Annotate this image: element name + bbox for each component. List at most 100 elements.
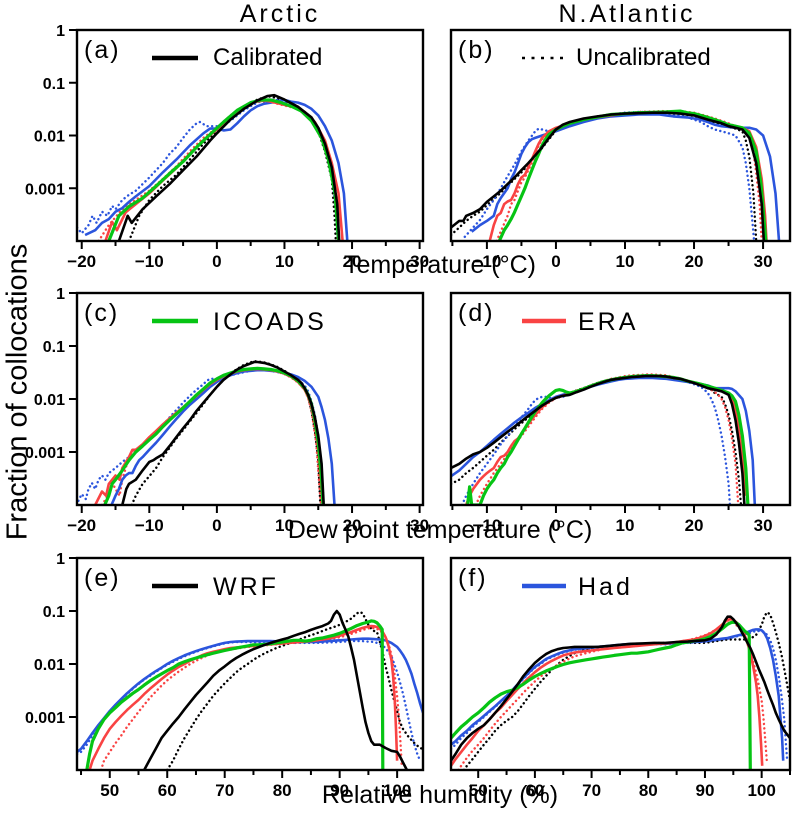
panel-letter-f: (f) [458, 564, 488, 592]
series-had-calibrated [470, 113, 781, 241]
panel-c-x-ticks [80, 505, 421, 513]
x-tick-label: 90 [330, 781, 349, 800]
panel-b-x-ticks [451, 241, 765, 249]
series-had-calibrated [110, 368, 336, 505]
x-tick-label: 100 [383, 781, 411, 800]
x-tick-label: 30 [754, 516, 773, 535]
series-had-calibrated [84, 98, 349, 241]
x-tick-label: 0 [212, 516, 221, 535]
series-had-calibrated [77, 637, 423, 753]
y-tick-label: 1 [56, 23, 65, 40]
x-tick-label: 20 [343, 252, 362, 271]
y-tick-label: 0.1 [43, 339, 65, 356]
panel-d-series [451, 373, 757, 505]
panel-d: −10 0 10 20 30 [449, 291, 792, 535]
x-tick-label: 0 [551, 516, 560, 535]
y-tick-label: 0.1 [43, 76, 65, 93]
legend-label-calibrated: Calibrated [213, 44, 323, 71]
series-wrf-calibrated [117, 93, 341, 241]
panel-letter-c: (c) [84, 299, 120, 327]
panel-a-y-ticks [69, 29, 77, 190]
series-had-uncalibrated [77, 639, 422, 762]
series-wrf-uncalibrated [462, 611, 790, 770]
x-tick-label: −10 [472, 516, 501, 535]
series-wrf-calibrated [451, 374, 746, 505]
panel-a-series [77, 93, 349, 241]
series-era-calibrated [464, 374, 748, 505]
series-had-uncalibrated [77, 369, 325, 505]
series-wrf-calibrated [121, 360, 325, 505]
series-wrf-calibrated [143, 609, 409, 770]
y-tick-label: 0.001 [25, 710, 65, 727]
legend-label-had: Had [578, 573, 633, 601]
panel-b-border [449, 28, 792, 243]
panel-c: −20 −10 0 10 20 30 1 0.1 0.01 0.001 [25, 286, 429, 535]
panel-c-series [77, 359, 336, 505]
column-title-arctic: Arctic [239, 0, 321, 28]
x-tick-label: −20 [67, 252, 96, 271]
panel-letter-e: (e) [84, 564, 121, 592]
x-tick-label: 50 [469, 781, 488, 800]
x-tick-label: 20 [685, 252, 704, 271]
x-tick-label: 10 [275, 516, 294, 535]
panel-e-y-ticks [69, 557, 77, 718]
y-tick-label: 1 [56, 286, 65, 303]
series-icoads [497, 109, 768, 241]
x-axis-label-dewpoint: Dew point temperature (°C) [287, 516, 593, 544]
x-tick-label: −10 [135, 516, 164, 535]
x-tick-label: 100 [747, 781, 775, 800]
x-tick-label: −10 [472, 252, 501, 271]
x-tick-label: 30 [410, 252, 429, 271]
x-tick-label: 80 [273, 781, 292, 800]
x-tick-label: 60 [525, 781, 544, 800]
panel-letter-d: (d) [458, 299, 495, 327]
y-tick-label: 0.01 [34, 129, 65, 146]
panel-a-x-ticks [80, 241, 421, 249]
y-tick-label: 0.001 [25, 445, 65, 462]
x-tick-label: 50 [100, 781, 119, 800]
y-tick-label: 0.01 [34, 657, 65, 674]
x-axis-label-humidity: Relative humidity (%) [321, 781, 559, 809]
series-icoads [85, 619, 385, 770]
x-tick-label: 20 [343, 516, 362, 535]
x-axis-label-temperature: Temperature (°C) [344, 251, 536, 279]
panel-a: −20 −10 0 10 20 30 1 0.1 0.01 0.001 [25, 23, 429, 271]
panel-c-y-ticks [69, 292, 77, 453]
x-tick-label: 70 [582, 781, 601, 800]
series-wrf-calibrated [451, 615, 790, 762]
panel-letter-a: (a) [84, 36, 121, 64]
series-wrf-uncalibrated [165, 610, 423, 770]
series-wrf-calibrated [451, 111, 766, 241]
x-tick-label: 10 [616, 252, 635, 271]
panel-d-x-ticks [451, 505, 765, 513]
x-tick-label: 90 [696, 781, 715, 800]
panel-e-x-ticks [80, 770, 399, 778]
panel-e-series [77, 609, 423, 770]
series-icoads [451, 620, 752, 770]
x-tick-label: 0 [212, 252, 221, 271]
panel-e: 50 60 70 80 90 100 1 0.1 0.01 0.001 [25, 551, 425, 800]
x-tick-label: 60 [158, 781, 177, 800]
y-tick-label: 0.1 [43, 604, 65, 621]
series-wrf-uncalibrated [130, 359, 322, 505]
series-had-uncalibrated [451, 629, 789, 762]
x-tick-label: 10 [616, 516, 635, 535]
panel-f: 50 60 70 80 90 100 [449, 556, 792, 800]
x-tick-label: 70 [215, 781, 234, 800]
panel-f-x-ticks [477, 770, 791, 778]
legend-label-wrf: WRF [213, 573, 279, 601]
panel-f-series [451, 611, 790, 770]
series-wrf-uncalibrated [451, 111, 758, 241]
series-icoads [466, 374, 750, 505]
legend-label-era: ERA [578, 308, 639, 336]
x-tick-label: 30 [410, 516, 429, 535]
x-tick-label: 80 [639, 781, 658, 800]
panel-d-border [449, 291, 792, 507]
legend-label-icoads: ICOADS [213, 308, 327, 336]
column-title-natlantic: N.Atlantic [558, 0, 696, 28]
x-tick-label: 10 [275, 252, 294, 271]
y-tick-label: 0.01 [34, 392, 65, 409]
series-era-uncalibrated [100, 368, 323, 505]
